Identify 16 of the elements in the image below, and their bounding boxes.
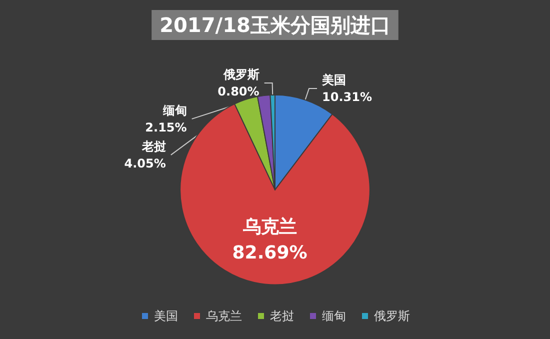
data-label: 10.31% xyxy=(322,90,372,104)
data-label: 82.69% xyxy=(232,242,308,264)
data-label: 2.15% xyxy=(145,120,187,134)
slice-label: 俄罗斯 xyxy=(222,67,260,82)
legend-label: 乌克兰 xyxy=(206,309,242,323)
data-label: 4.05% xyxy=(124,156,166,170)
chart-title: 2017/18玉米分国别进口 xyxy=(160,13,390,37)
legend-label: 美国 xyxy=(154,309,178,323)
legend-label: 老挝 xyxy=(270,309,294,323)
legend-label: 俄罗斯 xyxy=(374,309,410,323)
legend-label: 缅甸 xyxy=(322,309,346,323)
slice-label: 乌克兰 xyxy=(242,216,297,238)
slice-label: 老挝 xyxy=(140,139,167,154)
slice-label: 美国 xyxy=(321,72,346,87)
data-label: 0.80% xyxy=(218,84,260,98)
slice-label: 缅甸 xyxy=(162,103,187,118)
